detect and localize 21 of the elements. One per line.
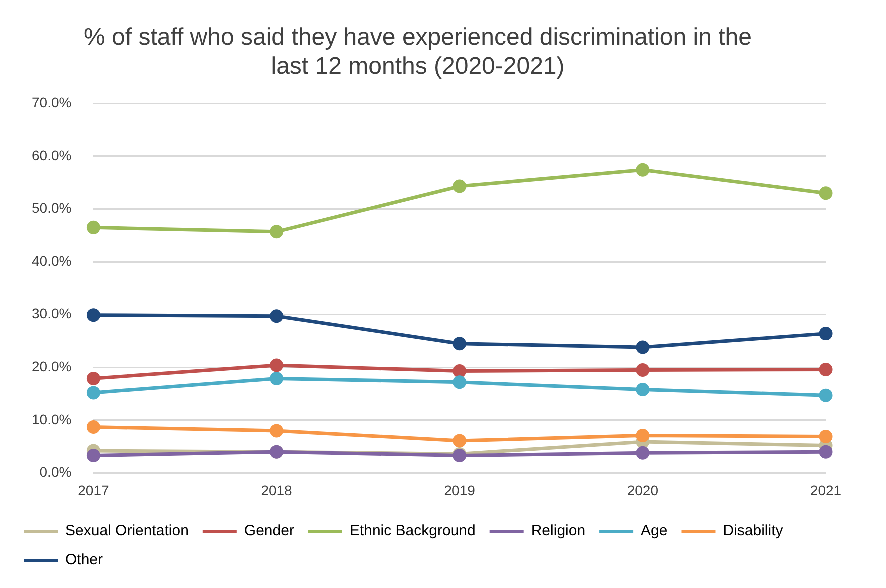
y-tick-label: 20.0% [32,358,72,374]
y-tick-label: 50.0% [32,200,72,216]
legend-label: Other [66,552,104,569]
legend-label: Age [641,522,668,540]
y-tick-label: 10.0% [32,411,72,428]
x-tick-label: 2020 [627,482,659,498]
legend-label: Religion [531,522,586,540]
x-tick-label: 2021 [810,482,842,498]
x-tick-label: 2019 [444,482,476,498]
legend-label: Ethnic Background [350,522,476,540]
y-tick-label: 0.0% [40,464,72,480]
legend-label: Sexual Orientation [66,522,189,540]
y-tick-label: 60.0% [32,147,72,164]
legend-label: Gender [244,522,294,540]
y-tick-label: 30.0% [32,306,72,322]
legend-label: Disability [723,522,784,540]
y-tick-label: 70.0% [32,94,72,110]
y-tick-label: 40.0% [32,252,72,269]
x-tick-label: 2018 [261,482,293,498]
chart-title: % of staff who said they have experienced discrimination in the last 12 months (2020-2021) [84,24,752,80]
x-tick-label: 2017 [78,482,110,498]
